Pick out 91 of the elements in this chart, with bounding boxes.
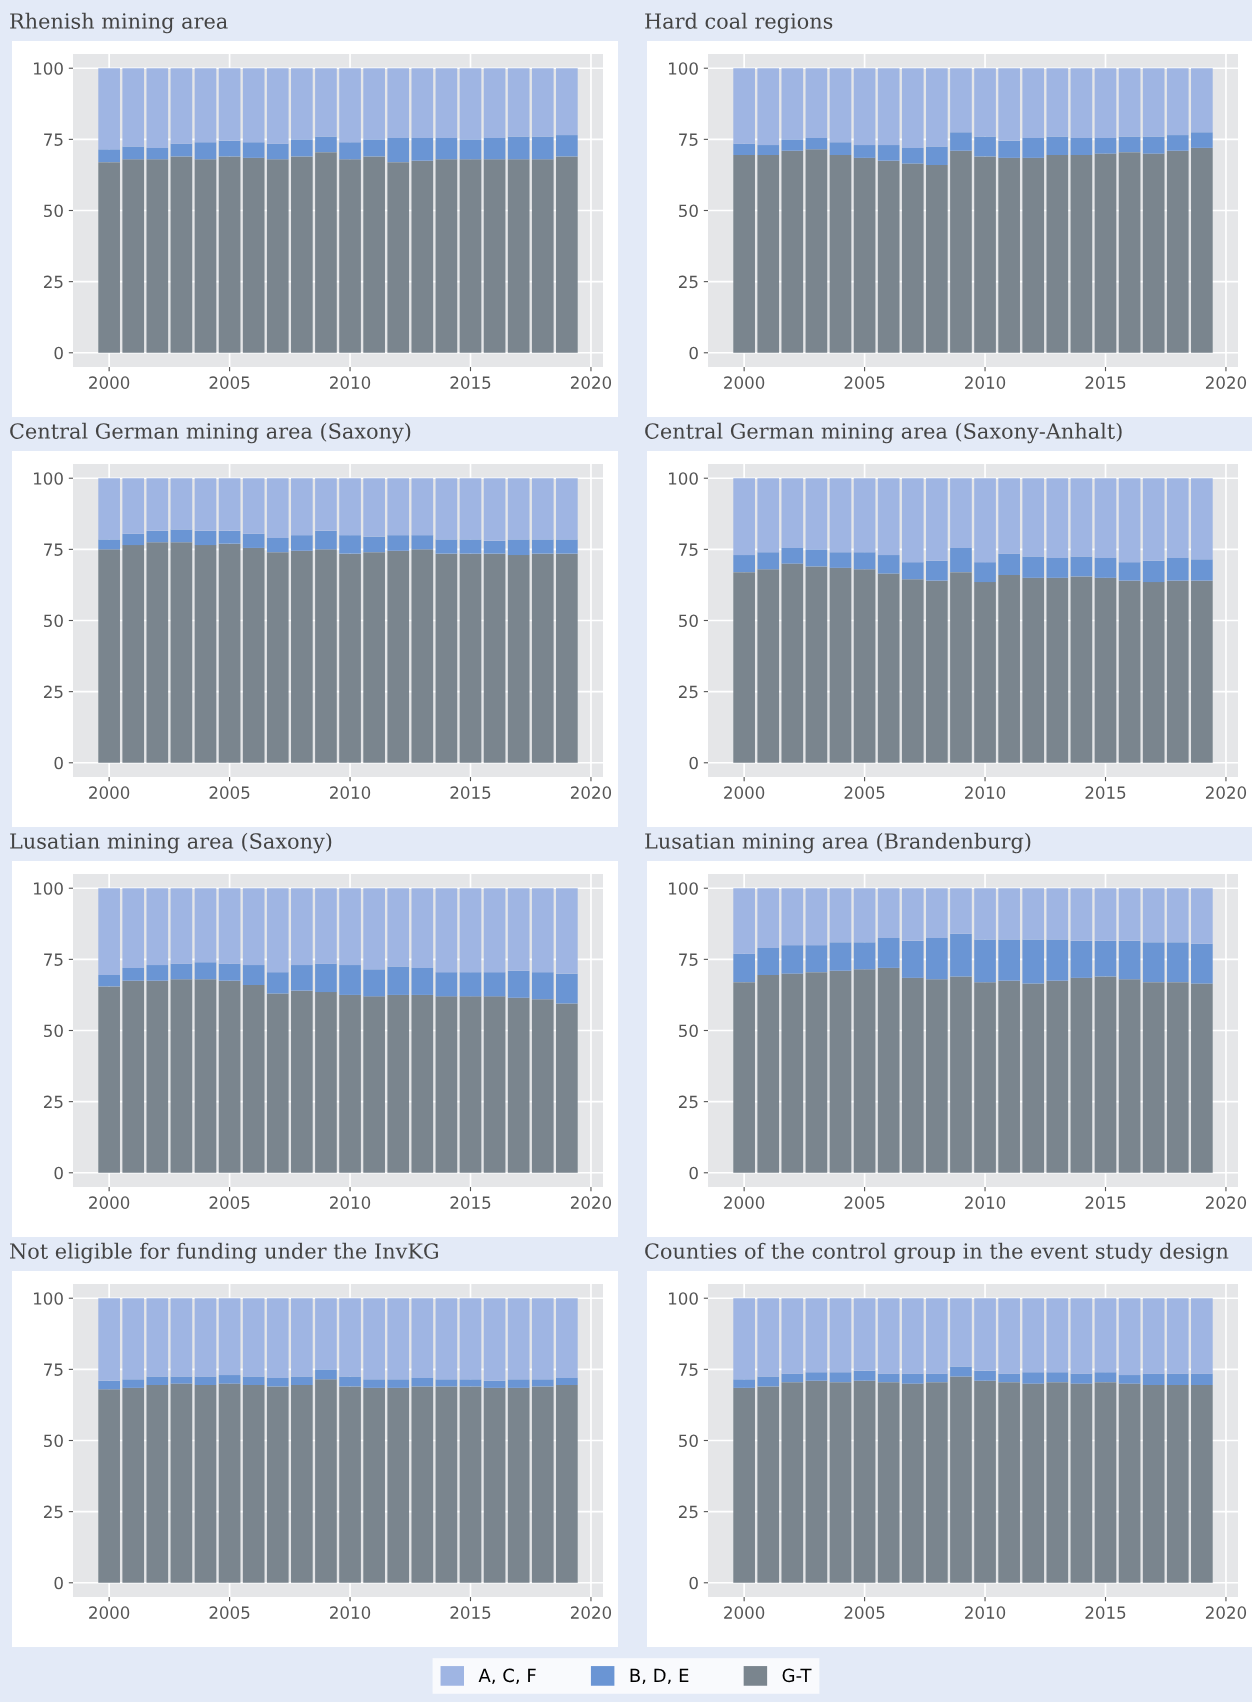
y-tick-label: 50 <box>44 204 63 218</box>
x-tick-label: 2000 <box>89 1196 130 1209</box>
y-tick-label: 100 <box>668 62 698 75</box>
legend-label: B, D, E <box>630 1668 689 1685</box>
y-tick-label: 100 <box>668 1292 698 1305</box>
chart-title: Lusatian mining area (Brandenburg) <box>645 832 1031 854</box>
x-tick-label: 2015 <box>450 1196 491 1209</box>
legend-label: G-T <box>782 1668 812 1683</box>
x-tick-label: 2000 <box>89 1606 130 1619</box>
y-tick-label: 0 <box>54 1166 63 1180</box>
y-tick-label: 25 <box>678 1095 698 1109</box>
legend-label: A, C, F <box>478 1668 536 1685</box>
x-tick-label: 2000 <box>724 786 765 799</box>
x-tick-label: 2010 <box>965 1606 1006 1619</box>
y-tick-label: 25 <box>43 1095 63 1109</box>
y-tick-label: 75 <box>679 133 698 146</box>
y-tick-label: 25 <box>678 1505 698 1519</box>
x-tick-label: 2020 <box>570 1196 612 1209</box>
x-tick-label: 2005 <box>209 376 250 389</box>
x-tick-label: 2005 <box>844 376 885 389</box>
chart-title: Central German mining area (Saxony) <box>10 422 411 444</box>
y-tick-label: 75 <box>44 133 63 146</box>
x-tick-label: 2020 <box>1205 376 1247 389</box>
x-tick-label: 2015 <box>1085 376 1126 389</box>
x-tick-label: 2010 <box>330 786 371 799</box>
x-tick-label: 2005 <box>844 1196 885 1209</box>
x-tick-label: 2010 <box>330 1606 371 1619</box>
y-tick-label: 50 <box>44 1024 63 1038</box>
x-tick-label: 2005 <box>209 1196 250 1209</box>
chart-title: Counties of the control group in the event study design <box>645 1242 1229 1264</box>
y-tick-label: 75 <box>679 543 698 556</box>
x-tick-label: 2015 <box>450 786 491 799</box>
y-tick-label: 50 <box>679 614 698 628</box>
y-tick-label: 50 <box>44 1434 63 1448</box>
x-tick-label: 2000 <box>724 1196 765 1209</box>
y-tick-label: 100 <box>668 882 698 895</box>
x-tick-label: 2010 <box>330 376 371 389</box>
x-tick-label: 2005 <box>209 786 250 799</box>
chart-title: Rhenish mining area <box>10 12 228 34</box>
x-tick-label: 2020 <box>570 1606 612 1619</box>
x-tick-label: 2020 <box>1205 786 1247 799</box>
x-tick-label: 2000 <box>724 376 765 389</box>
y-tick-label: 50 <box>679 204 698 218</box>
chart-title: Central German mining area (Saxony-Anhalt) <box>645 422 1122 444</box>
x-tick-label: 2015 <box>450 1606 491 1619</box>
y-tick-label: 0 <box>54 1576 63 1590</box>
x-tick-label: 2015 <box>450 376 491 389</box>
chart-title: Lusatian mining area (Saxony) <box>10 832 332 854</box>
x-tick-label: 2020 <box>570 376 612 389</box>
x-tick-label: 2000 <box>89 376 130 389</box>
x-tick-label: 2015 <box>1085 1196 1126 1209</box>
y-tick-label: 0 <box>54 346 63 360</box>
chart-title: Hard coal regions <box>645 12 833 34</box>
y-tick-label: 25 <box>43 275 63 289</box>
x-tick-label: 2010 <box>965 1196 1006 1209</box>
y-tick-label: 50 <box>44 614 63 628</box>
y-tick-label: 75 <box>44 1363 63 1376</box>
x-tick-label: 2010 <box>965 376 1006 389</box>
y-tick-label: 0 <box>689 346 698 360</box>
x-tick-label: 2010 <box>330 1196 371 1209</box>
x-tick-label: 2000 <box>724 1606 765 1619</box>
x-tick-label: 2000 <box>89 786 130 799</box>
x-tick-label: 2015 <box>1085 1606 1126 1619</box>
x-tick-label: 2005 <box>844 786 885 799</box>
y-tick-label: 25 <box>43 1505 63 1519</box>
y-tick-label: 100 <box>668 472 698 485</box>
y-tick-label: 0 <box>689 1166 698 1180</box>
y-tick-label: 100 <box>33 1292 63 1305</box>
x-tick-label: 2020 <box>570 786 612 799</box>
y-tick-label: 25 <box>678 275 698 289</box>
y-tick-label: 0 <box>54 756 63 770</box>
chart-title: Not eligible for funding under the InvKG <box>10 1242 438 1264</box>
y-tick-label: 75 <box>44 543 63 556</box>
y-tick-label: 75 <box>44 953 63 966</box>
y-tick-label: 100 <box>33 882 63 895</box>
x-tick-label: 2020 <box>1205 1196 1247 1209</box>
x-tick-label: 2005 <box>209 1606 250 1619</box>
y-tick-label: 50 <box>679 1024 698 1038</box>
y-tick-label: 0 <box>689 756 698 770</box>
x-tick-label: 2020 <box>1205 1606 1247 1619</box>
x-tick-label: 2010 <box>965 786 1006 799</box>
y-tick-label: 100 <box>33 472 63 485</box>
y-tick-label: 0 <box>689 1576 698 1590</box>
y-tick-label: 50 <box>679 1434 698 1448</box>
y-tick-label: 75 <box>679 1363 698 1376</box>
x-tick-label: 2015 <box>1085 786 1126 799</box>
y-tick-label: 25 <box>43 685 63 699</box>
y-tick-label: 100 <box>33 62 63 75</box>
x-tick-label: 2005 <box>844 1606 885 1619</box>
y-tick-label: 25 <box>678 685 698 699</box>
y-tick-label: 75 <box>679 953 698 966</box>
